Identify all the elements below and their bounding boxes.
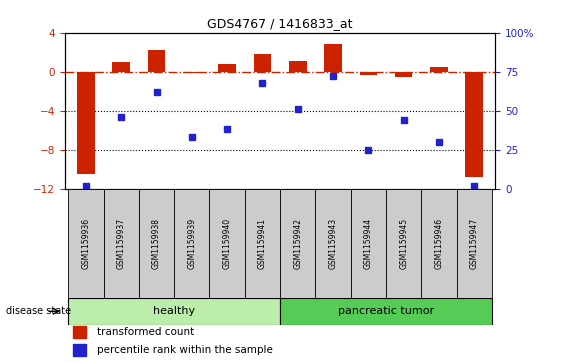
- Text: percentile rank within the sample: percentile rank within the sample: [97, 345, 273, 355]
- Text: GSM1159938: GSM1159938: [152, 218, 161, 269]
- Text: GSM1159946: GSM1159946: [435, 218, 444, 269]
- Text: GSM1159945: GSM1159945: [399, 218, 408, 269]
- Text: GSM1159944: GSM1159944: [364, 218, 373, 269]
- Bar: [68, 298, 280, 325]
- Bar: [139, 189, 174, 298]
- Bar: [183, 72, 200, 73]
- Bar: [280, 189, 315, 298]
- Bar: [360, 72, 377, 75]
- Bar: [351, 189, 386, 298]
- Bar: [386, 189, 421, 298]
- Text: healthy: healthy: [153, 306, 195, 316]
- Text: GSM1159940: GSM1159940: [222, 218, 231, 269]
- Text: pancreatic tumor: pancreatic tumor: [338, 306, 434, 316]
- Bar: [77, 72, 95, 174]
- Bar: [280, 298, 492, 325]
- Bar: [209, 189, 245, 298]
- Text: GSM1159947: GSM1159947: [470, 218, 479, 269]
- Bar: [315, 189, 351, 298]
- Bar: [104, 189, 139, 298]
- Bar: [148, 50, 166, 72]
- Text: GSM1159943: GSM1159943: [329, 218, 338, 269]
- Bar: [466, 72, 483, 177]
- Bar: [113, 62, 130, 72]
- Bar: [253, 54, 271, 72]
- Text: GSM1159936: GSM1159936: [82, 218, 91, 269]
- Text: GSM1159942: GSM1159942: [293, 218, 302, 269]
- Text: GSM1159941: GSM1159941: [258, 218, 267, 269]
- Bar: [73, 326, 86, 338]
- Bar: [174, 189, 209, 298]
- Bar: [73, 344, 86, 356]
- Title: GDS4767 / 1416833_at: GDS4767 / 1416833_at: [207, 17, 353, 30]
- Text: GSM1159939: GSM1159939: [187, 218, 196, 269]
- Bar: [68, 189, 104, 298]
- Bar: [289, 61, 307, 72]
- Bar: [324, 44, 342, 72]
- Bar: [245, 189, 280, 298]
- Bar: [457, 189, 492, 298]
- Text: transformed count: transformed count: [97, 327, 194, 337]
- Bar: [395, 72, 413, 77]
- Text: disease state: disease state: [6, 306, 71, 316]
- Text: GSM1159937: GSM1159937: [117, 218, 126, 269]
- Bar: [218, 64, 236, 72]
- Bar: [430, 67, 448, 72]
- Bar: [421, 189, 457, 298]
